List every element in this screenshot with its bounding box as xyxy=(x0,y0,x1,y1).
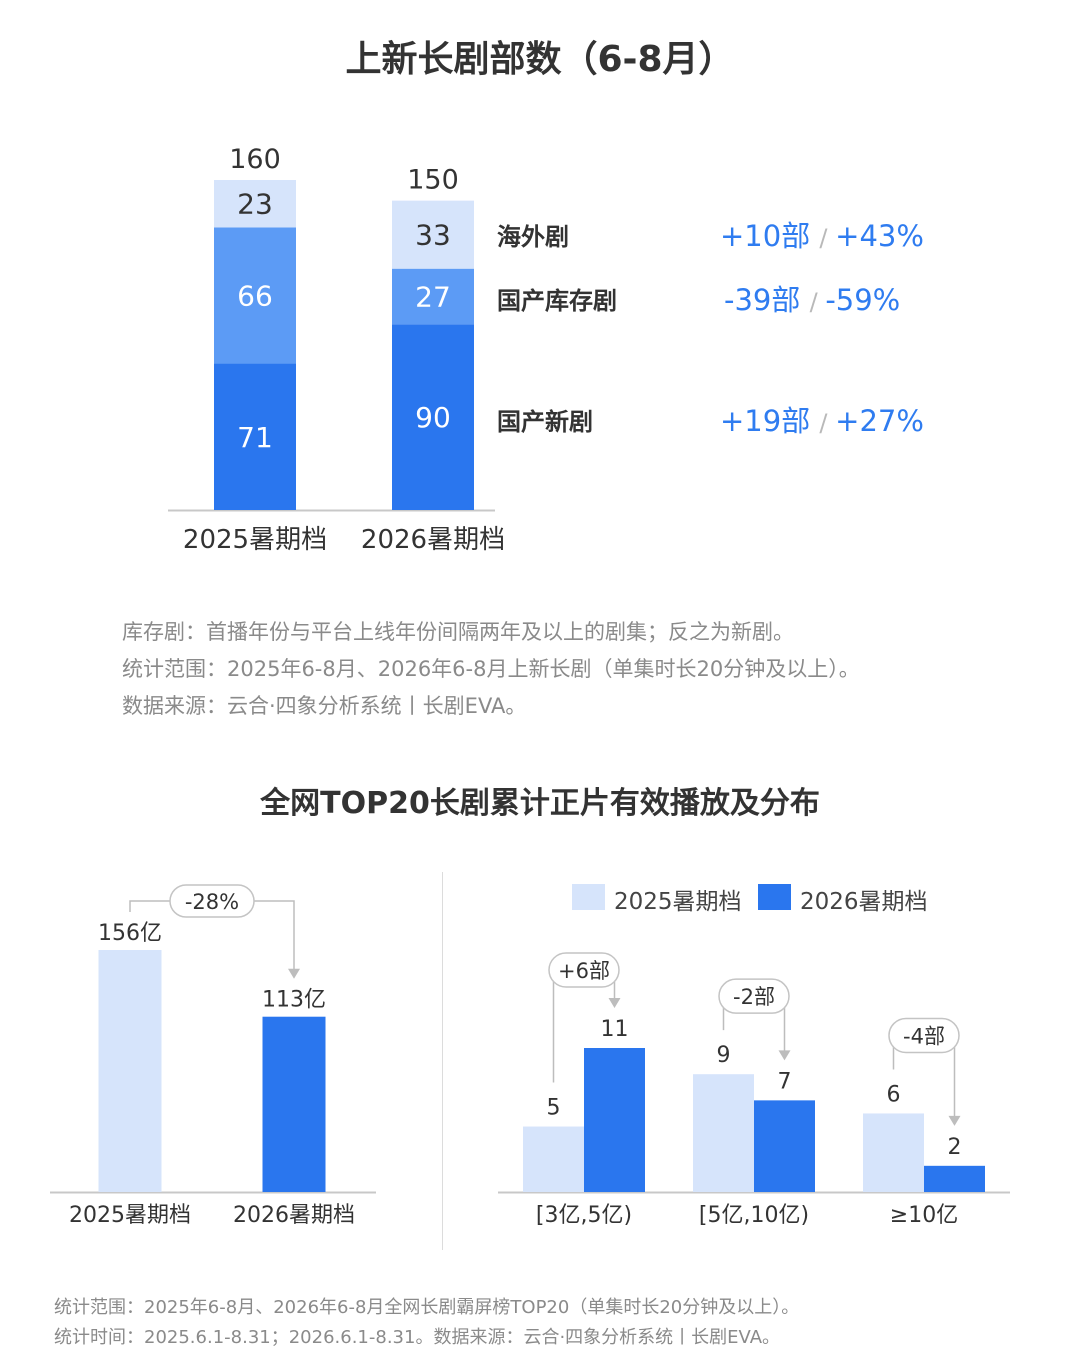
bar xyxy=(584,1048,645,1192)
change-label: -4部 xyxy=(903,1024,945,1048)
note-line: 库存剧：首播年份与平台上线年份间隔两年及以上的剧集；反之为新剧。 xyxy=(122,620,794,644)
bar-segment xyxy=(392,268,474,325)
bar xyxy=(98,950,162,1192)
legend-domestic-stock: 国产库存剧 xyxy=(497,287,617,315)
change-domestic-new: +19部 / +27% xyxy=(720,398,924,440)
x-tick-label: 2025暑期档 xyxy=(69,1203,191,1228)
slash-separator: / xyxy=(819,409,836,437)
bar xyxy=(863,1113,924,1192)
value-label: 2 xyxy=(948,1135,962,1160)
change-overseas-count: +10部 xyxy=(720,219,811,253)
x-tick-label: ≥10亿 xyxy=(890,1203,958,1228)
change-badge xyxy=(888,1017,960,1054)
change-new-count: +19部 xyxy=(720,404,811,438)
chart2-title: 全网TOP20长剧累计正片有效播放及分布 xyxy=(260,786,820,821)
legend-label-2026: 2026暑期档 xyxy=(800,889,928,915)
segment-value-label: 66 xyxy=(237,280,273,313)
slash-separator: / xyxy=(809,288,826,316)
arrow-head xyxy=(948,1115,961,1126)
change-overseas-pct: +43% xyxy=(835,219,924,253)
x-tick-label: [5亿,10亿) xyxy=(699,1203,809,1228)
change-badge xyxy=(718,978,790,1014)
bar-segment xyxy=(392,200,474,269)
bar xyxy=(262,1016,326,1192)
value-label: 6 xyxy=(887,1082,901,1107)
change-badge xyxy=(169,884,255,918)
arrow-head xyxy=(608,998,621,1008)
total-play-bar-chart: 156亿 2025暑期档 113亿 2026暑期档 -28% xyxy=(50,884,376,1228)
change-new-pct: +27% xyxy=(835,404,924,438)
chart1-title: 上新长剧部数（6-8月） xyxy=(345,39,735,80)
bar-segment xyxy=(214,227,296,364)
distribution-bar-chart: 5 11 [3亿,5亿) +6部 9 7 [5亿,10亿) -2部 6 2 ≥10亿 -4部 xyxy=(498,952,1010,1228)
change-stock-count: -39部 xyxy=(724,283,801,317)
segment-value-label: 27 xyxy=(415,281,451,314)
x-tick-label: [3亿,5亿) xyxy=(536,1203,632,1228)
change-label: -28% xyxy=(185,890,239,914)
legend-overseas: 海外剧 xyxy=(497,223,569,251)
bar xyxy=(693,1074,754,1192)
footnote-line: 统计时间：2025.6.1-8.31；2026.6.1-8.31。数据来源：云合… xyxy=(54,1327,781,1348)
value-label: 9 xyxy=(717,1043,731,1068)
bar xyxy=(523,1126,584,1192)
segment-value-label: 71 xyxy=(237,421,273,454)
legend-swatch-2026 xyxy=(758,884,791,910)
segment-value-label: 90 xyxy=(415,401,451,434)
segment-value-label: 33 xyxy=(415,219,451,252)
x-tick-label: 2025暑期档 xyxy=(183,525,327,555)
change-stock-pct: -59% xyxy=(825,283,901,317)
bar-segment xyxy=(214,180,296,228)
total-label: 150 xyxy=(407,165,459,196)
value-label: 5 xyxy=(547,1096,561,1121)
change-domestic-stock: -39部 / -59% xyxy=(724,277,900,319)
note-line: 统计范围：2025年6-8月、2026年6-8月上新长剧（单集时长20分钟及以上… xyxy=(122,657,860,681)
legend-domestic-new: 国产新剧 xyxy=(497,408,593,436)
value-label: 11 xyxy=(601,1017,629,1042)
legend-swatch-2025 xyxy=(572,884,605,910)
legend-label-2025: 2025暑期档 xyxy=(614,889,742,915)
x-tick-label: 2026暑期档 xyxy=(233,1203,355,1228)
change-badge xyxy=(548,952,620,988)
bar xyxy=(924,1165,985,1192)
change-label: -2部 xyxy=(733,985,775,1009)
segment-value-label: 23 xyxy=(237,188,273,221)
arrow-head xyxy=(288,968,300,979)
note-line: 数据来源：云合·四象分析系统丨长剧EVA。 xyxy=(122,694,527,718)
value-label: 7 xyxy=(778,1069,792,1094)
value-label: 113亿 xyxy=(262,988,326,1013)
bar-segment xyxy=(392,324,474,510)
change-label: +6部 xyxy=(558,959,610,983)
total-label: 160 xyxy=(229,144,281,175)
divider xyxy=(442,872,443,1250)
bar-segment xyxy=(214,363,296,510)
slash-separator: / xyxy=(819,224,836,252)
bar xyxy=(754,1100,815,1192)
footnote-line: 统计范围：2025年6-8月、2026年6-8月全网长剧霸屏榜TOP20（单集时… xyxy=(54,1297,800,1318)
stacked-bar-chart: 71 66 23 160 2025暑期档 90 27 33 150 2026暑期档 xyxy=(168,144,505,555)
value-label: 156亿 xyxy=(98,921,162,946)
change-overseas: +10部 / +43% xyxy=(720,213,924,255)
x-tick-label: 2026暑期档 xyxy=(361,525,505,555)
arrow-head xyxy=(778,1050,791,1061)
